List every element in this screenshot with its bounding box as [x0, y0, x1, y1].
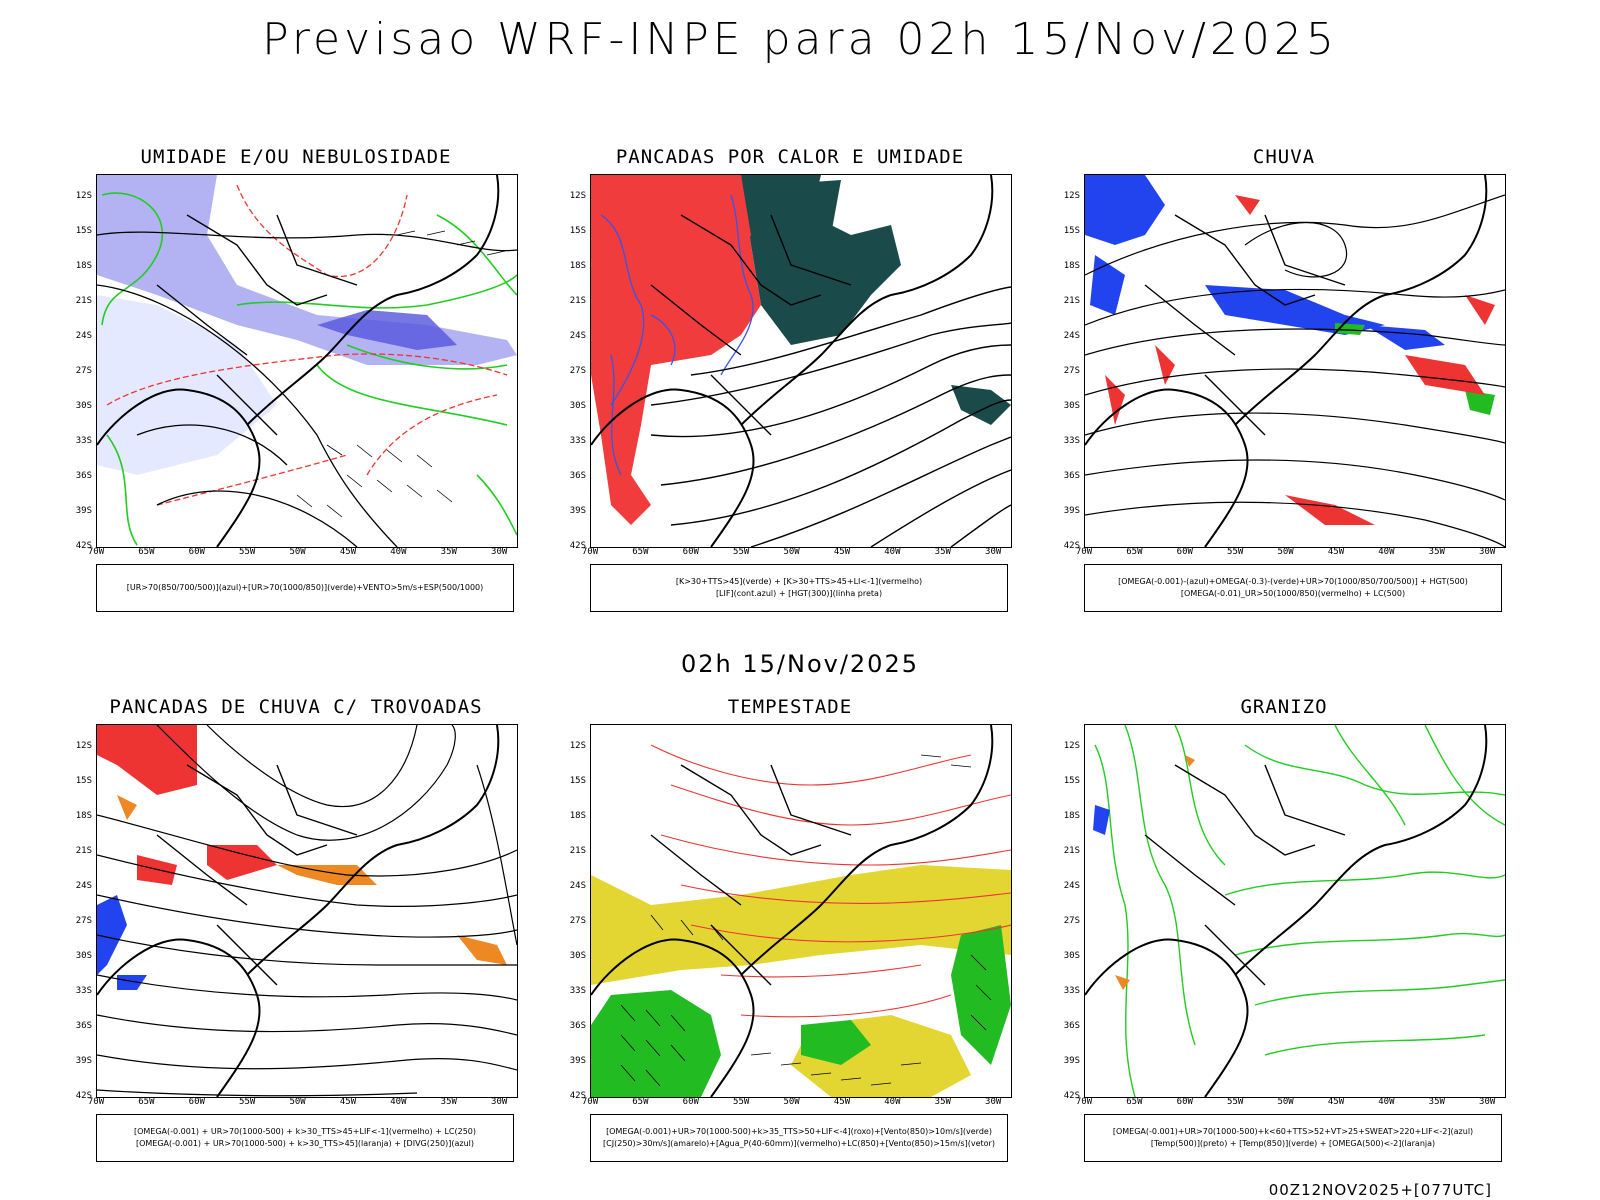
lon-axis: 70W 65W 60W 55W 50W 45W 40W 35W 30W [1075, 547, 1496, 557]
borders [650, 764, 852, 986]
wind-green-east [951, 925, 1011, 1065]
panel-title: UMIDADE E/OU NEBULOSIDADE [140, 146, 452, 168]
legend-box: [K>30+TTS>45](verde) + [K>30+TTS>45+LI<-… [590, 564, 1008, 612]
wind-vectors [620, 754, 992, 1087]
lat-axis: 12S 15S 18S 21S 24S 27S 30S 33S 36S 39S 42S [569, 191, 586, 551]
blue-precip [1085, 175, 1445, 350]
map-trovoadas [96, 724, 518, 1098]
panel-trovoadas: PANCADAS DE CHUVA C/ TROVOADAS [76, 696, 518, 1166]
borders [156, 764, 358, 986]
page-title: Previsao WRF-INPE para 02h 15/Nov/2025 [262, 14, 1338, 65]
lc850-red-lines [650, 744, 1011, 1018]
map-granizo [1084, 724, 1506, 1098]
panel-pancadas-calor: PANCADAS POR CALOR E UMIDADE [570, 146, 1012, 616]
orange-precip [117, 795, 507, 965]
lat-axis: 12S 15S 18S 21S 24S 27S 30S 33S 36S 39S 42S [569, 741, 586, 1101]
wind-green-sw [591, 990, 721, 1097]
humidity-blue-area [97, 175, 517, 365]
black-isobars [97, 231, 517, 547]
borders [156, 214, 358, 436]
run-footer: 00Z12NOV2025+[077UTC] [1268, 1181, 1492, 1199]
map-chuva [1084, 174, 1506, 548]
coastline [591, 175, 994, 547]
blue-precip [1093, 805, 1110, 835]
red-precip [97, 725, 277, 885]
mid-time-label: 02h 15/Nov/2025 [680, 650, 919, 678]
red-precip [1105, 195, 1495, 525]
orange-precip [1115, 755, 1195, 990]
legend-box: [OMEGA(-0.001)-(azul)+OMEGA(-0.3)-(verde… [1084, 564, 1502, 612]
panel-granizo: GRANIZO 12S 15 [1064, 696, 1506, 1166]
humidity-light-area [97, 295, 277, 475]
coastline [1085, 725, 1488, 1097]
borders [1144, 764, 1346, 986]
blue-precip [97, 895, 147, 990]
lat-axis: 12S 15S 18S 21S 24S 27S 30S 33S 36S 39S 42S [75, 191, 92, 551]
green-contours [101, 192, 517, 546]
panel-tempestade: TEMPESTADE [570, 696, 1012, 1166]
legend-box: [OMEGA(-0.001) + UR>70(1000-500) + k>30_… [96, 1114, 514, 1162]
hgt300-contours [650, 286, 1011, 547]
streamlines [1085, 194, 1505, 547]
lif-blue-contours [600, 194, 754, 476]
green-area-east [951, 385, 1011, 425]
borders [650, 214, 852, 436]
streamlines [97, 725, 517, 1097]
panel-title: PANCADAS DE CHUVA C/ TROVOADAS [109, 696, 483, 718]
jet-yellow-area [591, 865, 1011, 985]
coastline [591, 725, 994, 1097]
wind-green-south [801, 1020, 871, 1065]
red-area-inner [651, 175, 751, 285]
legend-box: [OMEGA(-0.001)+UR>70(1000-500)+k<60+TTS>… [1084, 1114, 1502, 1162]
panel-title: CHUVA [1252, 146, 1316, 168]
lat-axis: 12S 15S 18S 21S 24S 27S 30S 33S 36S 39S 42S [1063, 191, 1080, 551]
map-tempestade [590, 724, 1012, 1098]
temp850-green-contours [1094, 725, 1505, 1097]
coastline [1085, 175, 1488, 547]
legend-box: [OMEGA(-0.001)+UR>70(1000-500)+k>35_TTS>… [590, 1114, 1008, 1162]
panel-title: GRANIZO [1240, 696, 1328, 718]
lon-axis: 70W 65W 60W 55W 50W 45W 40W 35W 30W [1075, 1097, 1496, 1107]
legend-box: [UR>70(850/700/500)](azul)+[UR>70(1000/8… [96, 564, 514, 612]
panel-chuva: CHUVA [1064, 146, 1506, 616]
green-area-ne [771, 180, 841, 235]
humidity-blue-core [317, 310, 457, 350]
green-area [741, 175, 901, 345]
panel-title: TEMPESTADE [727, 696, 853, 718]
lon-axis: 70W 65W 60W 55W 50W 45W 40W 35W 30W [581, 1097, 1002, 1107]
coastline [97, 725, 500, 1097]
panel-umidade: UMIDADE E/OU NEBULOSIDADE [76, 146, 518, 616]
lat-axis: 12S 15S 18S 21S 24S 27S 30S 33S 36S 39S 42S [1063, 741, 1080, 1101]
borders [1144, 214, 1346, 436]
panel-title: PANCADAS POR CALOR E UMIDADE [615, 146, 965, 168]
coastline [97, 175, 500, 547]
wind-vectors [296, 230, 506, 518]
lat-axis: 12S 15S 18S 21S 24S 27S 30S 33S 36S 39S 42S [75, 741, 92, 1101]
lon-axis: 70W 65W 60W 55W 50W 45W 40W 35W 30W [581, 547, 1002, 557]
map-umidade [96, 174, 518, 548]
lon-axis: 70W 65W 60W 55W 50W 45W 40W 35W 30W [87, 1097, 508, 1107]
map-pancadas-calor [590, 174, 1012, 548]
lon-axis: 70W 65W 60W 55W 50W 45W 40W 35W 30W [87, 547, 508, 557]
